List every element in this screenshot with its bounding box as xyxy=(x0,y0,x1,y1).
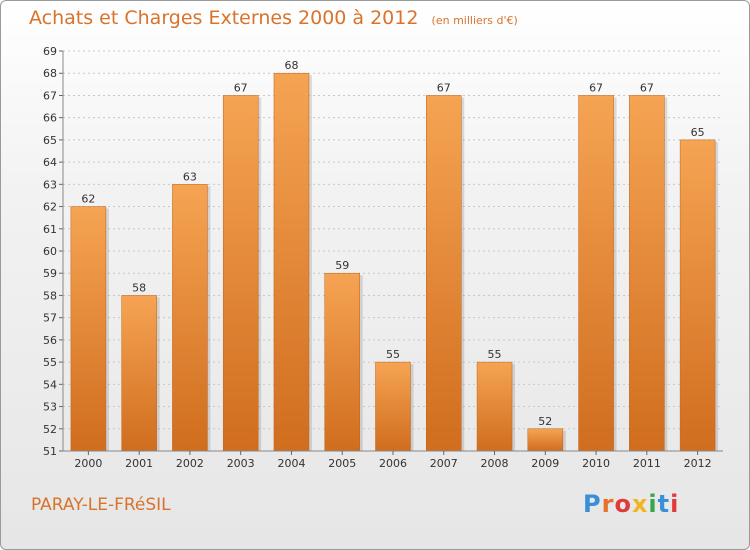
x-tick-label: 2011 xyxy=(633,457,661,470)
brand-letter: i xyxy=(670,490,680,518)
x-tick-label: 2004 xyxy=(277,457,305,470)
bar-2010 xyxy=(578,95,614,452)
data-label: 58 xyxy=(132,281,146,294)
y-tick-label: 58 xyxy=(43,289,57,302)
brand-letter: t xyxy=(657,490,671,518)
x-tick-label: 2007 xyxy=(430,457,458,470)
data-label: 63 xyxy=(183,170,197,183)
y-tick-label: 59 xyxy=(43,267,57,280)
x-tick-label: 2012 xyxy=(684,457,712,470)
bar-2004 xyxy=(273,72,310,452)
x-tick-label: 2003 xyxy=(227,457,255,470)
y-tick-label: 61 xyxy=(43,223,57,236)
bar-2008 xyxy=(476,361,513,452)
title-row: Achats et Charges Externes 2000 à 2012 (… xyxy=(29,7,518,29)
brand-letter: x xyxy=(631,490,649,518)
bar-2012 xyxy=(679,139,716,452)
y-tick-label: 51 xyxy=(43,445,57,458)
x-tick-label: 2002 xyxy=(176,457,204,470)
bar-2000 xyxy=(70,206,107,452)
data-label: 55 xyxy=(488,348,502,361)
data-label: 67 xyxy=(589,81,603,94)
data-label: 62 xyxy=(81,193,95,206)
bar-2005 xyxy=(324,272,360,452)
x-tick-label: 2009 xyxy=(531,457,559,470)
y-tick-label: 55 xyxy=(43,356,57,369)
bar-2003 xyxy=(222,95,259,452)
y-tick-label: 60 xyxy=(43,245,57,258)
brand-letter: P xyxy=(583,490,602,518)
y-tick-label: 52 xyxy=(43,423,57,436)
y-tick-label: 64 xyxy=(43,156,57,169)
y-tick-label: 54 xyxy=(43,378,57,391)
data-label: 52 xyxy=(538,415,552,428)
data-label: 67 xyxy=(437,81,451,94)
x-tick-label: 2008 xyxy=(481,457,509,470)
bar-2009 xyxy=(527,428,564,452)
data-label: 59 xyxy=(335,259,349,272)
bar-2001 xyxy=(121,295,157,452)
brand-letter: r xyxy=(601,490,615,518)
y-tick-label: 63 xyxy=(43,178,57,191)
x-tick-label: 2001 xyxy=(125,457,153,470)
y-tick-label: 66 xyxy=(43,112,57,125)
x-tick-label: 2006 xyxy=(379,457,407,470)
x-tick-label: 2010 xyxy=(582,457,610,470)
x-tick-label: 2000 xyxy=(74,457,102,470)
proxiti-logo: Proxiti xyxy=(583,490,679,518)
y-tick-label: 57 xyxy=(43,312,57,325)
y-tick-label: 67 xyxy=(43,89,57,102)
y-tick-label: 56 xyxy=(43,334,57,347)
bar-2011 xyxy=(629,95,665,452)
y-tick-label: 62 xyxy=(43,201,57,214)
bar-2006 xyxy=(375,361,411,452)
y-tick-label: 69 xyxy=(43,45,57,58)
chart-title: Achats et Charges Externes 2000 à 2012 xyxy=(29,7,419,29)
data-label: 68 xyxy=(284,59,298,72)
data-label: 55 xyxy=(386,348,400,361)
data-label: 67 xyxy=(234,81,248,94)
brand-letter: o xyxy=(614,490,632,518)
y-tick-label: 53 xyxy=(43,401,57,414)
brand-letter: i xyxy=(648,490,658,518)
y-tick-label: 68 xyxy=(43,67,57,80)
chart-subtitle: (en milliers d'€) xyxy=(431,14,518,27)
y-tick-label: 65 xyxy=(43,134,57,147)
data-label: 67 xyxy=(640,81,654,94)
x-tick-label: 2005 xyxy=(328,457,356,470)
town-name: PARAY-LE-FRéSIL xyxy=(31,495,171,515)
bar-2002 xyxy=(172,184,208,452)
data-label: 65 xyxy=(691,126,705,139)
bar-2007 xyxy=(426,95,462,452)
